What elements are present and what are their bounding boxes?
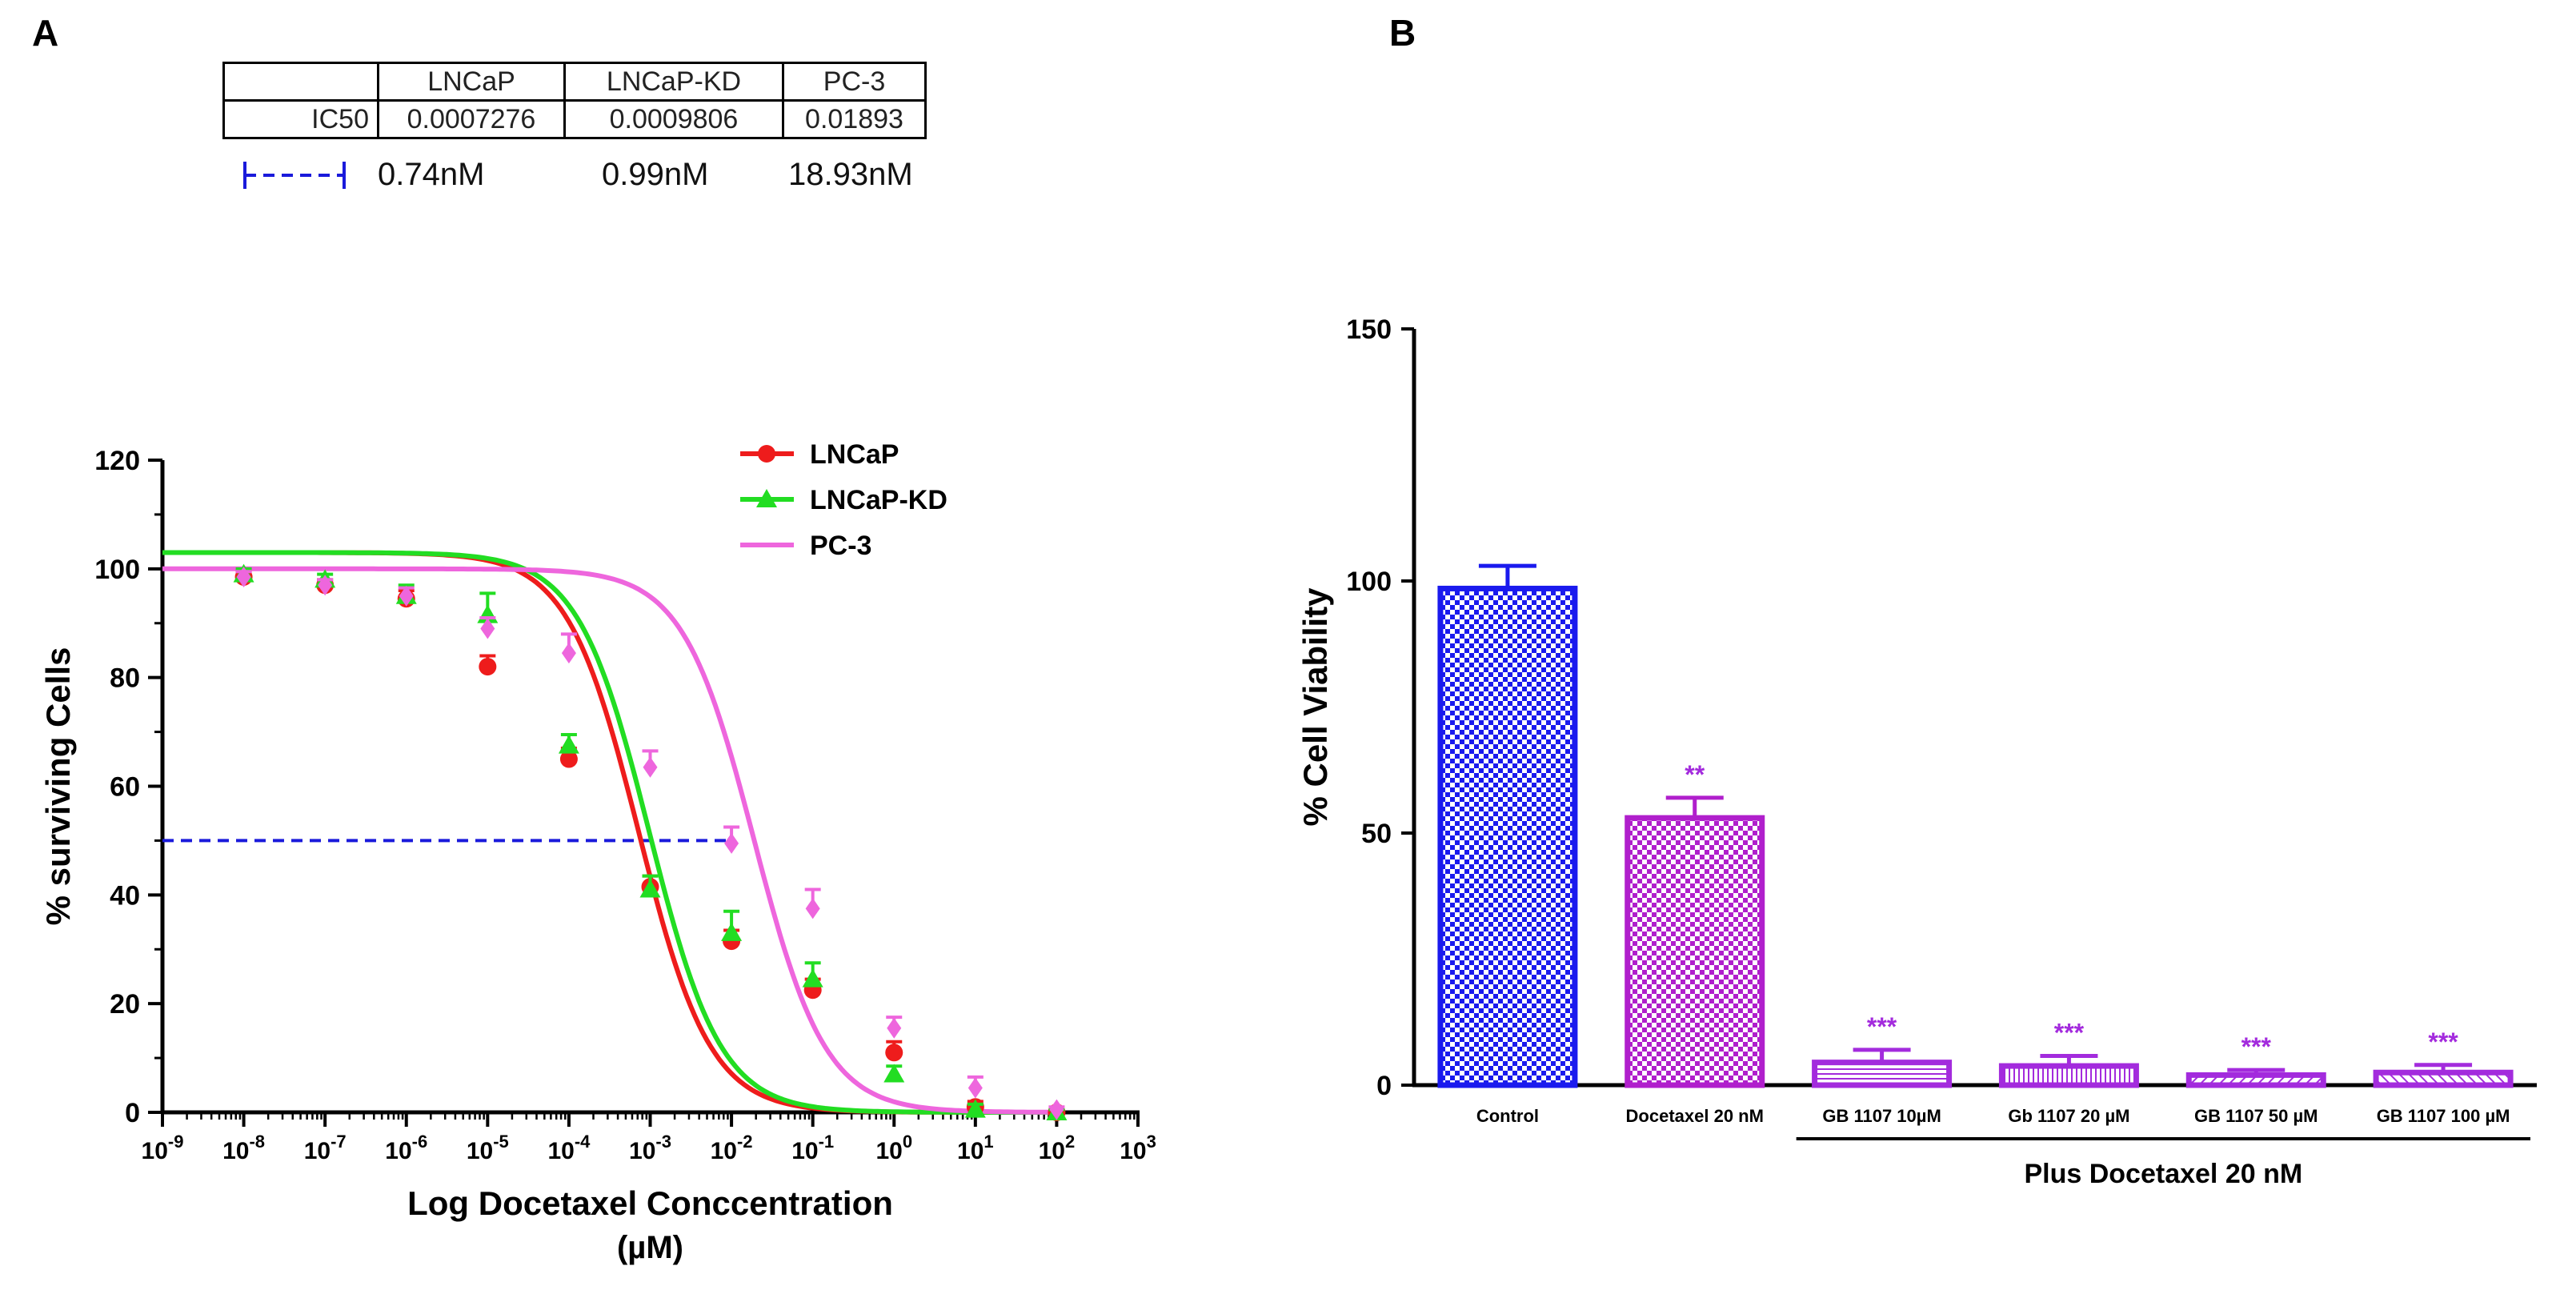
x-tick-label: 101 — [957, 1132, 994, 1164]
ic50-value-pc3: 0.01893 — [782, 99, 927, 139]
point-pc-3 — [236, 567, 251, 588]
point-pc-3 — [480, 618, 495, 639]
category-label: Docetaxel 20 nM — [1626, 1106, 1764, 1126]
y-tick-label: 120 — [94, 446, 140, 476]
y-tick-label: 50 — [1361, 819, 1392, 849]
legend-marker-lncap-kd — [756, 489, 777, 507]
y-tick-label: 60 — [110, 772, 140, 803]
y-tick-label: 40 — [110, 880, 140, 911]
y-tick-label: 150 — [1346, 314, 1392, 345]
ic50-nm-pc3: 18.93nM — [788, 157, 913, 192]
ic50-nm-lncap: 0.74nM — [378, 157, 485, 192]
ic50-header-lncap: LNCaP — [377, 62, 566, 102]
point-pc-3 — [643, 756, 658, 778]
point-lncap-kd — [639, 879, 661, 898]
point-pc-3 — [805, 898, 820, 919]
significance-label: *** — [2054, 1018, 2085, 1047]
x-tick-label: 10-3 — [629, 1132, 671, 1164]
x-tick-label: 102 — [1039, 1132, 1076, 1164]
panel-label-a: A — [32, 12, 59, 54]
point-pc-3 — [887, 1017, 902, 1039]
point-pc-3 — [724, 832, 739, 854]
category-label: GB 1107 100 µM — [2377, 1106, 2510, 1126]
point-pc-3 — [1049, 1099, 1064, 1120]
bar — [1998, 1063, 2139, 1088]
point-lncap — [885, 1044, 903, 1062]
ic50-value-lncap: 0.0007276 — [377, 99, 566, 139]
x-tick-label: 10-9 — [142, 1132, 184, 1164]
y-tick-label: 0 — [125, 1098, 140, 1128]
x-tick-label: 10-4 — [547, 1132, 591, 1164]
significance-label: *** — [1867, 1012, 1897, 1041]
ic50-header-lncap-kd: LNCaP-KD — [563, 62, 784, 102]
bar — [1812, 1060, 1953, 1088]
legend-label-lncap: LNCaP — [810, 439, 899, 470]
point-lncap-kd — [964, 1099, 986, 1118]
point-pc-3 — [399, 585, 414, 607]
point-lncap-kd — [721, 922, 743, 941]
x-tick-label: 10-1 — [791, 1132, 834, 1164]
y-tick-label: 20 — [110, 989, 140, 1020]
point-lncap — [479, 658, 497, 676]
significance-label: ** — [1685, 760, 1705, 789]
y-tick-label: 80 — [110, 663, 140, 694]
ic50-value-row: IC50 0.0007276 0.0009806 0.01893 — [222, 99, 927, 139]
y-tick-label: 0 — [1376, 1071, 1392, 1101]
bar — [1625, 815, 1765, 1088]
ic50-header-blank — [222, 62, 379, 102]
x-tick-label: 100 — [875, 1132, 912, 1164]
x-tick-label: 10-8 — [222, 1132, 265, 1164]
point-pc-3 — [561, 643, 576, 664]
y-axis-title: % surviving Cells — [39, 647, 77, 926]
panel-label-b: B — [1389, 12, 1416, 54]
x-tick-label: 10-7 — [304, 1132, 347, 1164]
point-lncap-kd — [802, 968, 823, 988]
ic50-header-row: LNCaP LNCaP-KD PC-3 — [222, 62, 927, 102]
ic50-table: LNCaP LNCaP-KD PC-3 IC50 0.0007276 0.000… — [222, 62, 927, 139]
x-axis-title: Log Docetaxel Conccentration — [407, 1184, 893, 1222]
legend-label-lncap-kd: LNCaP-KD — [810, 485, 947, 515]
category-label: Control — [1476, 1106, 1539, 1126]
y-tick-label: 100 — [1346, 567, 1392, 597]
ic50-header-pc3: PC-3 — [782, 62, 927, 102]
y-tick-label: 100 — [94, 555, 140, 585]
category-label: GB 1107 10µM — [1822, 1106, 1941, 1126]
curve-lncap-kd — [162, 550, 1057, 1115]
y-axis-title: % Cell Viability — [1296, 587, 1334, 827]
x-axis-unit: (µM) — [617, 1230, 683, 1265]
significance-label: *** — [2428, 1028, 2458, 1056]
ic50-row-label: IC50 — [222, 99, 379, 139]
bar — [2373, 1069, 2514, 1088]
x-tick-label: 10-5 — [467, 1132, 509, 1164]
point-lncap — [559, 750, 578, 768]
point-pc-3 — [318, 575, 333, 596]
group-label: Plus Docetaxel 20 nM — [2024, 1159, 2302, 1189]
x-tick-label: 103 — [1120, 1132, 1156, 1164]
legend-marker-lncap — [758, 445, 775, 463]
legend-label-pc-3: PC-3 — [810, 531, 871, 561]
point-lncap-kd — [883, 1064, 905, 1083]
bar — [1437, 585, 1578, 1088]
significance-label: *** — [2241, 1032, 2272, 1061]
category-label: GB 1107 50 µM — [2194, 1106, 2318, 1126]
ic50-nm-lncap-kd: 0.99nM — [602, 157, 709, 192]
curve-pc-3 — [162, 566, 1057, 1115]
point-lncap-kd — [558, 735, 579, 754]
point-pc-3 — [968, 1077, 983, 1099]
x-tick-label: 10-2 — [711, 1132, 753, 1164]
ic50-value-lncap-kd: 0.0009806 — [563, 99, 784, 139]
x-tick-label: 10-6 — [385, 1132, 427, 1164]
category-label: Gb 1107 20 µM — [2008, 1106, 2129, 1126]
bar — [2185, 1072, 2326, 1088]
